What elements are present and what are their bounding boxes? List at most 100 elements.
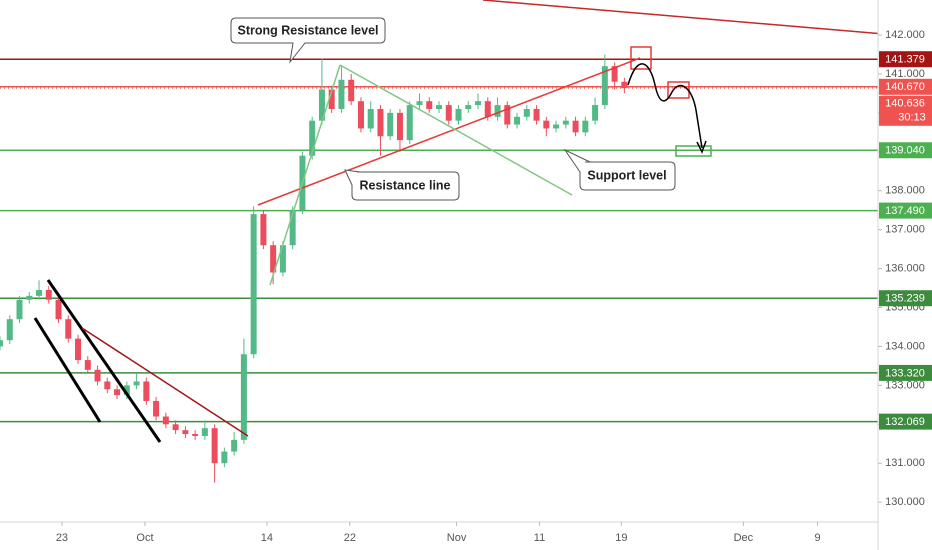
candle-body [348,79,355,102]
y-tick-label: 131.000 [885,457,925,469]
candle-body [494,105,501,117]
callout: Resistance line [344,169,460,201]
last-price-label: 140.636 [885,98,925,110]
x-tick-label: 11 [534,532,545,544]
candle-body [309,120,316,156]
candle-body [504,105,511,125]
level-label: 132.069 [885,416,925,428]
callout-text: Support level [587,168,666,182]
x-tick-label: 19 [615,532,627,544]
y-tick-label: 134.000 [885,340,925,352]
level-label: 141.379 [885,54,925,66]
candle-body [436,105,442,109]
y-tick-label: 130.000 [885,496,925,508]
candle-body [123,385,130,396]
level-label: 137.490 [885,205,925,217]
callout-box [230,17,386,64]
level-badge [879,78,932,95]
candle-body [357,101,364,129]
candle-body [75,338,82,361]
candle-body [153,400,160,417]
candle-body [6,319,13,341]
candle-body [523,108,530,117]
candle-body [133,381,140,386]
drawings [33,0,932,443]
callout-box [563,148,676,191]
callout-text: Strong Resistance level [237,23,378,37]
candle-body [94,369,101,382]
candle-body [406,105,413,141]
candle-body [611,66,618,82]
target-box [630,46,652,70]
candle-body [543,120,550,129]
channel-line [46,279,162,443]
candle-body [192,434,199,436]
candle-body [84,360,91,370]
candle-body [55,299,62,320]
level-label: 133.320 [885,367,925,379]
callout-text: Resistance line [359,178,450,192]
channel-line [33,317,102,423]
x-tick-label: Oct [136,532,153,544]
candle-body [367,108,374,129]
candle-body [231,439,238,452]
candle-body [36,290,43,296]
y-tick-label: 138.000 [885,185,925,197]
candle-body [65,319,72,339]
candle-body [104,381,111,390]
candle-body [221,451,228,464]
x-tick-label: Dec [734,532,754,544]
level-badge [879,413,932,430]
countdown: 30:13 [898,112,926,124]
candle-body [45,290,52,300]
candle-body [201,428,208,436]
candle-body [250,214,257,355]
target-box [675,145,712,157]
candle-body [182,430,189,435]
candle-body [475,101,482,106]
candle-body [426,101,433,109]
candle-body [416,101,423,106]
projection-arrow [627,63,703,149]
triangle-line [339,64,573,196]
candle-body [621,81,628,89]
candle-body [318,89,325,121]
level-badge [879,51,932,68]
callout: Strong Resistance level [230,17,386,64]
candle-body [533,108,540,121]
trend-line [482,0,932,39]
callout-box [344,169,460,201]
candle-body [396,112,403,141]
candle-body [162,416,169,425]
candle-body [172,424,179,431]
x-tick-label: 22 [344,532,356,544]
level-label: 139.040 [885,145,925,157]
y-tick-label: 137.000 [885,224,925,236]
y-tick-label: 142.000 [885,29,925,41]
level-badge [879,142,932,159]
y-tick-label: 136.000 [885,262,925,274]
candle-body [601,66,608,106]
candle-body [279,245,286,273]
y-tick-label: 133.000 [885,379,925,391]
triangle-line [269,64,341,286]
candle-body [445,105,452,121]
candles [0,54,628,483]
candle-body [211,428,218,464]
level-badge [879,202,932,219]
candle-body [514,116,521,125]
candle-body [465,105,472,109]
arrow-head [696,140,707,154]
resistance-line [257,57,641,206]
candle-body [328,89,335,109]
candle-body [16,299,23,320]
x-tick-label: Nov [447,532,467,544]
candle-body [0,340,3,347]
candle-body [26,295,33,300]
candle-body [582,120,589,133]
x-tick-label: 9 [814,532,820,544]
candle-body [572,120,579,133]
candle-body [240,354,247,440]
